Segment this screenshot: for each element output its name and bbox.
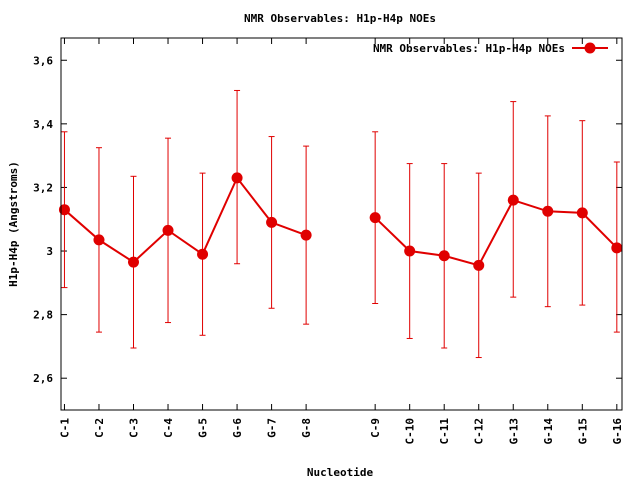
x-tick-label: G-6: [231, 418, 244, 438]
data-points: [58, 172, 623, 271]
legend-marker: [584, 42, 596, 54]
data-point: [231, 172, 243, 184]
plot-frame: [60, 37, 623, 411]
data-point: [58, 204, 70, 216]
error-bars: [61, 89, 620, 359]
data-point: [611, 242, 623, 254]
x-tick-label: G-8: [300, 418, 313, 438]
data-point: [93, 234, 105, 246]
data-point: [300, 229, 312, 241]
data-point: [162, 224, 174, 236]
data-point: [266, 216, 278, 228]
x-tick-label: G-15: [576, 418, 589, 445]
x-tick-label: C-11: [438, 418, 451, 445]
x-tick-label: G-5: [197, 418, 210, 438]
x-tick-label: C-12: [473, 418, 486, 445]
data-point: [369, 212, 381, 224]
y-tick-label: 3,2: [33, 181, 53, 194]
y-tick-label: 2,6: [33, 372, 53, 385]
series-line: [63, 175, 618, 267]
data-point: [576, 207, 588, 219]
x-tick-label: C-1: [58, 418, 71, 438]
y-axis-label: H1p-H4p (Angstroms): [7, 161, 20, 287]
data-point: [438, 250, 450, 262]
x-tick-label: G-7: [266, 418, 279, 438]
x-axis-label: Nucleotide: [307, 466, 374, 479]
y-tick-label: 3,6: [33, 54, 53, 67]
y-tick-label: 3,4: [33, 118, 53, 131]
data-point: [542, 205, 554, 217]
legend-label: NMR Observables: H1p-H4p NOEs: [373, 42, 565, 55]
data-point: [404, 245, 416, 257]
series-line-segment: [374, 198, 618, 267]
x-tick-label: G-16: [611, 418, 624, 445]
x-tick-label: C-10: [404, 418, 417, 445]
x-tick-labels: C-1 C-2 C-3 C-4 G-5 G-6 G-7 G-8 C-9 C-10 C-11 C-12 G…: [58, 418, 623, 445]
y-tick-labels: 2,6 2,8 3 3,2 3,4 3,6: [33, 54, 53, 385]
data-point: [127, 256, 139, 268]
series-line-segment: [63, 175, 307, 264]
x-tick-label: C-4: [162, 418, 175, 438]
y-tick-label: 2,8: [33, 309, 53, 322]
x-tick-label: G-13: [507, 418, 520, 445]
y-tick-label: 3: [46, 245, 53, 258]
data-point: [197, 248, 209, 260]
legend: NMR Observables: H1p-H4p NOEs: [373, 42, 608, 55]
x-tick-label: G-14: [542, 418, 555, 445]
data-point: [473, 259, 485, 271]
chart-title: NMR Observables: H1p-H4p NOEs: [244, 12, 436, 25]
data-point: [507, 194, 519, 206]
x-tick-label: C-3: [127, 418, 140, 438]
tick-marks: [61, 38, 622, 410]
x-tick-label: C-2: [93, 418, 106, 438]
x-tick-label: C-9: [369, 418, 382, 438]
